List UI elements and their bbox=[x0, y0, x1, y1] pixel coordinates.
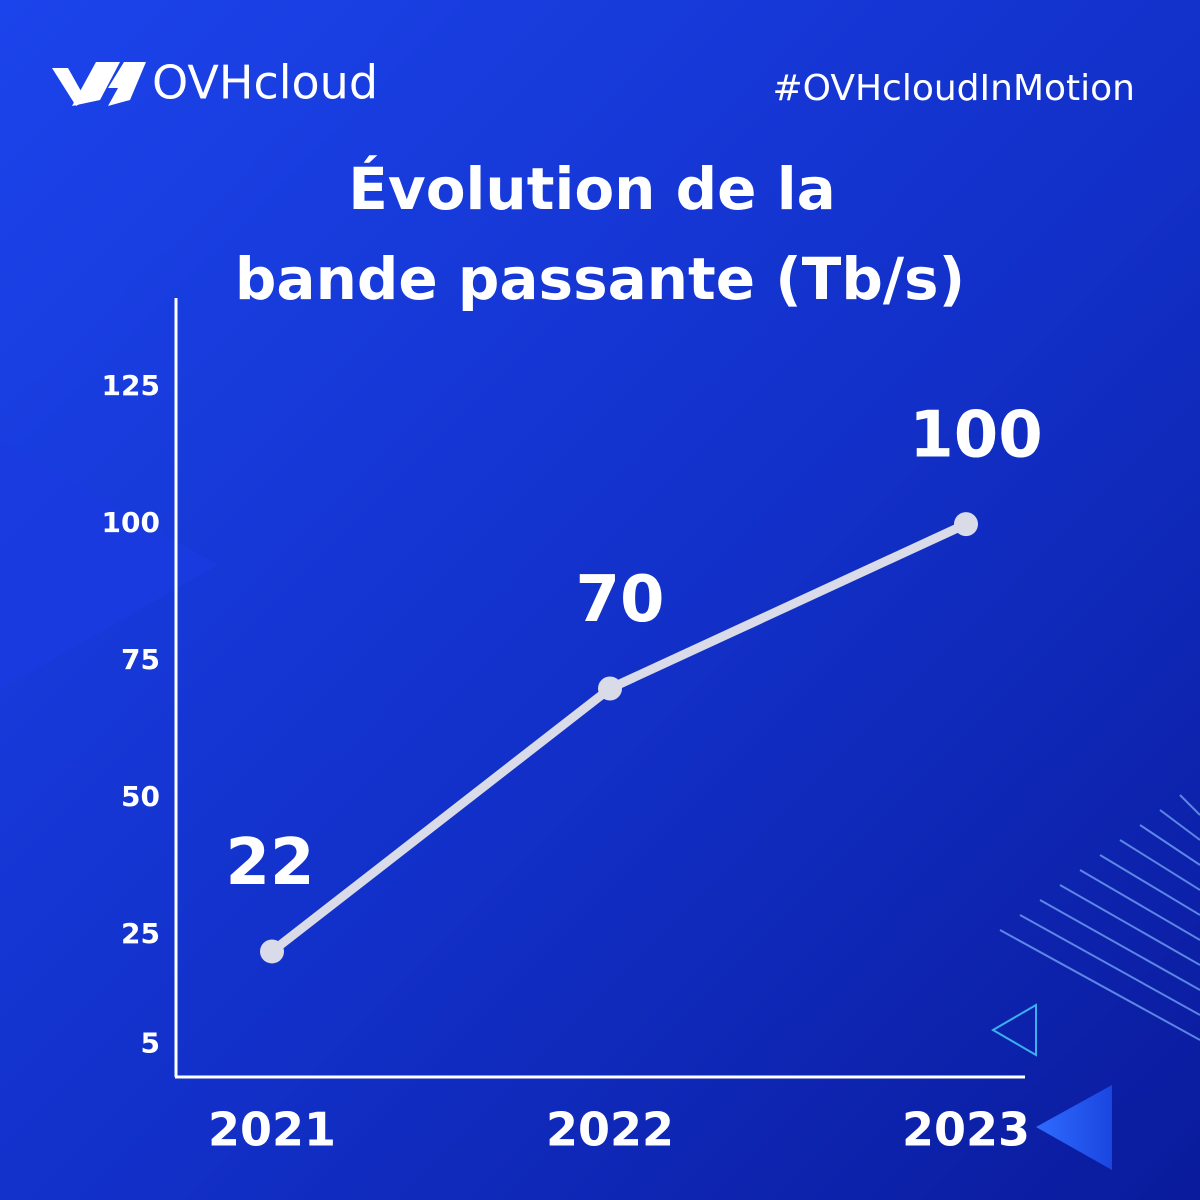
hashtag: #OVHcloudInMotion bbox=[772, 68, 1135, 109]
data-label: 70 bbox=[575, 563, 664, 637]
decor-triangle bbox=[1036, 1085, 1112, 1170]
marker bbox=[598, 676, 622, 701]
marker bbox=[954, 512, 978, 537]
x-tick-label: 2021 bbox=[208, 1103, 336, 1157]
y-tick-label: 5 bbox=[141, 1027, 160, 1060]
data-label: 100 bbox=[909, 399, 1043, 473]
marker bbox=[260, 939, 284, 964]
y-tick-label: 75 bbox=[121, 643, 160, 676]
x-tick-label: 2022 bbox=[546, 1103, 674, 1157]
x-tick-label: 2023 bbox=[902, 1103, 1030, 1157]
data-label: 22 bbox=[225, 826, 314, 900]
chart-title: Évolution de la bbox=[348, 154, 835, 223]
logo-icon bbox=[52, 62, 146, 106]
chart-title: bande passante (Tb/s) bbox=[235, 245, 965, 313]
decor-lines bbox=[999, 794, 1200, 1041]
y-tick-label: 50 bbox=[121, 780, 160, 813]
decor-triangle bbox=[991, 1003, 1037, 1057]
y-tick-label: 100 bbox=[102, 506, 160, 539]
brand: OVHcloud bbox=[152, 56, 378, 110]
y-tick-label: 25 bbox=[121, 917, 160, 950]
decor-triangle bbox=[0, 440, 218, 690]
y-tick-label: 125 bbox=[102, 369, 160, 402]
